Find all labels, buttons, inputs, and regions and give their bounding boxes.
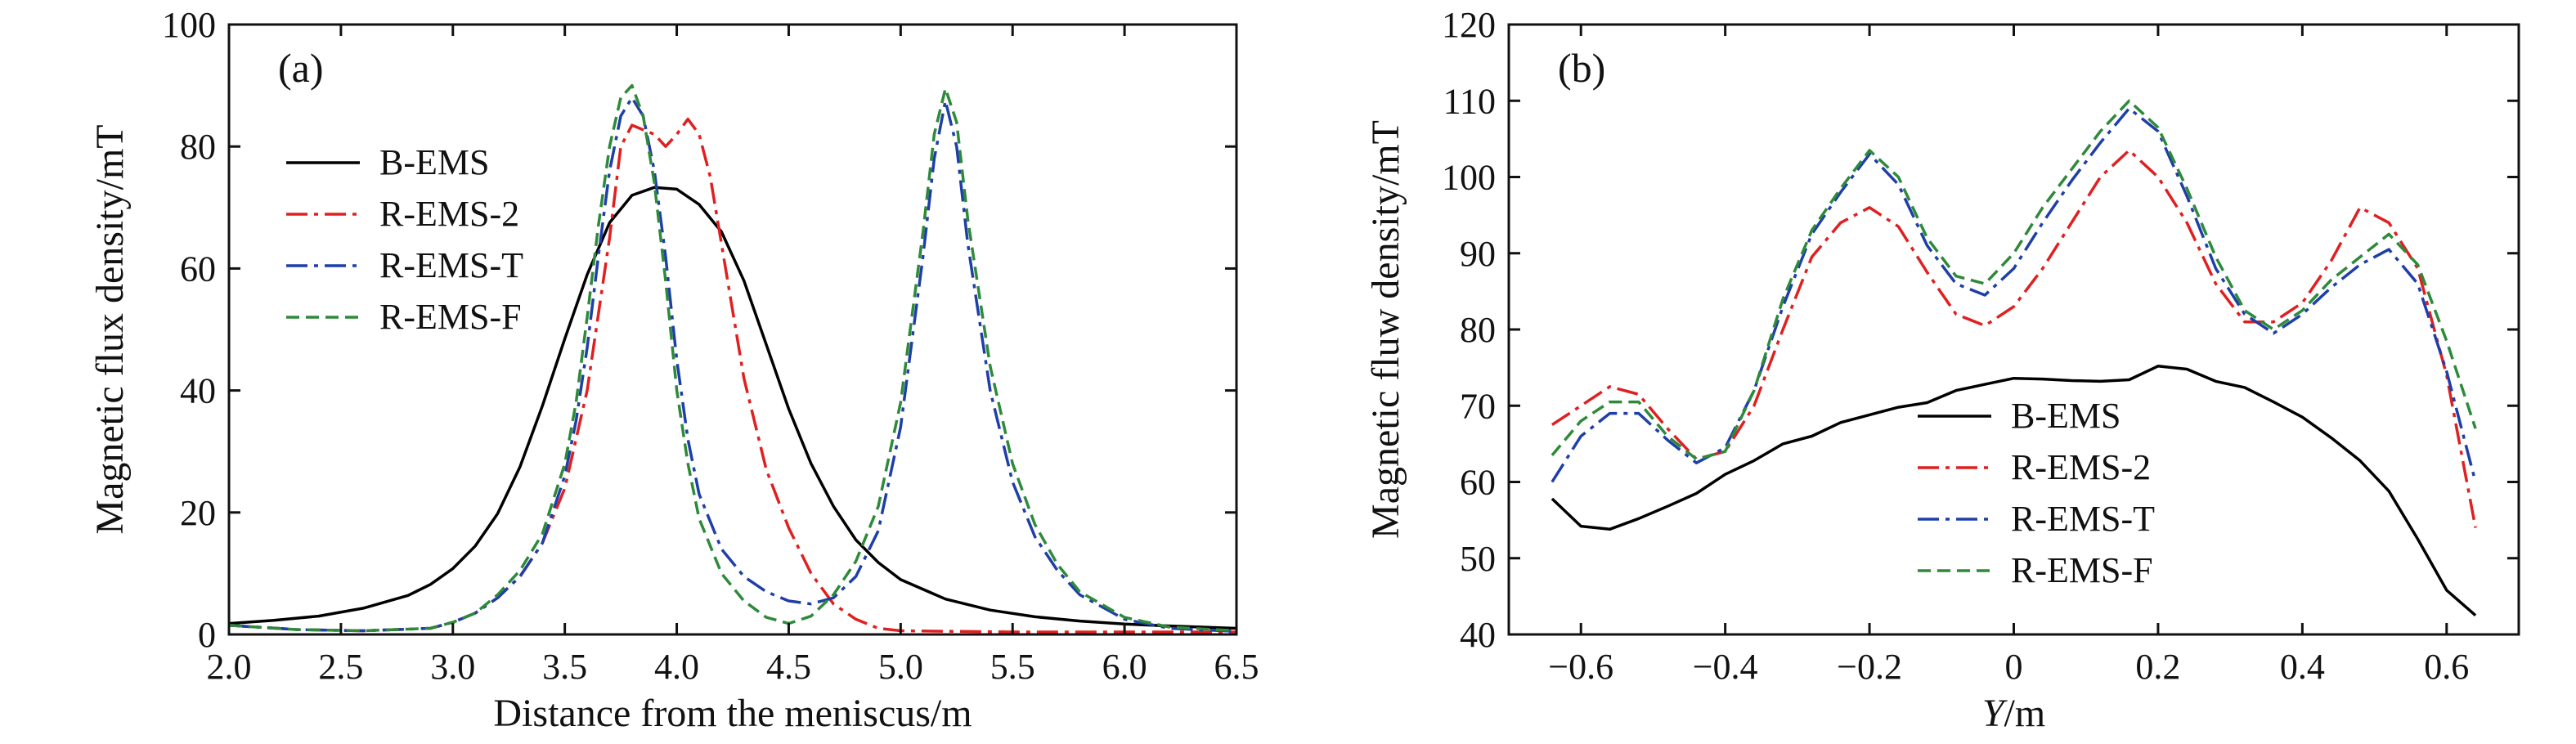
panel-label: (b): [1558, 45, 1605, 91]
y-tick-label: 80: [180, 127, 216, 167]
series-line-r-ems-f: [228, 83, 1237, 633]
panel-label: (a): [278, 45, 324, 91]
legend-label-b-ems: B-EMS: [2011, 396, 2120, 436]
series-line-r-ems-2: [228, 117, 1236, 634]
y-axis-title: Magnetic fluw density/mT: [1364, 120, 1407, 539]
x-axis-title-symbol: Y: [1982, 692, 2008, 735]
x-tick-label: 3.5: [542, 647, 587, 687]
x-tick-label: −0.6: [1548, 647, 1613, 687]
series-line-r-ems-t: [228, 96, 1237, 634]
series-line-b-ems: [228, 186, 1237, 630]
y-tick-label: 60: [1460, 463, 1496, 503]
x-tick-label: 4.5: [766, 647, 811, 687]
x-tick-label: 2.5: [318, 647, 363, 687]
y-tick-label: 100: [1442, 158, 1496, 198]
x-axis-title: Distance from the meniscus/m: [493, 692, 972, 735]
panel-a-chart: 2.0 2.5 3.0 3.5 4.0 4.5 5.0 5.5 6.0 6.5 0 20 40 60 80 1…: [88, 5, 1259, 735]
y-axis-title: Magnetic flux density/mT: [88, 124, 132, 534]
y-tick-label: 90: [1460, 234, 1496, 274]
y-tick-label: 0: [198, 615, 216, 655]
x-tick-label: 3.0: [430, 647, 475, 687]
x-axis-title: Y/m: [1982, 692, 2045, 735]
x-axis-title-unit: /m: [2004, 692, 2046, 735]
x-tick-label: −0.2: [1837, 647, 1902, 687]
x-tick-label: 4.0: [654, 647, 699, 687]
y-tick-label: 70: [1460, 386, 1496, 426]
y-tick-label: 120: [1442, 5, 1496, 45]
y-tick-label: 40: [180, 371, 216, 411]
legend-label-r-ems-f: R-EMS-F: [2011, 550, 2153, 590]
x-tick-label: 0: [2005, 647, 2023, 687]
legend: B-EMS R-EMS-2 R-EMS-T R-EMS-F: [286, 142, 523, 337]
x-tick-label: 5.0: [878, 647, 923, 687]
y-tick-label: 20: [180, 493, 216, 533]
y-tick-label: 80: [1460, 310, 1496, 350]
x-tick-label: 2.0: [207, 647, 252, 687]
series-line-r-ems-f: [1551, 99, 2477, 461]
x-tick-label: −0.4: [1693, 647, 1758, 687]
panel-b-chart: −0.6 −0.4 −0.2 0 0.2 0.4 0.6 40 50 60 70 80 90 100 110…: [1364, 5, 2520, 735]
legend-label-r-ems-2: R-EMS-2: [379, 194, 519, 234]
x-tick-label: 6.5: [1214, 647, 1259, 687]
x-tick-label: 6.0: [1102, 647, 1147, 687]
plot-frame: [1507, 23, 2520, 636]
y-tick-label: 60: [180, 249, 216, 289]
plot-frame: [227, 23, 1238, 636]
legend-label-r-ems-2: R-EMS-2: [2011, 447, 2151, 487]
legend: B-EMS R-EMS-2 R-EMS-T R-EMS-F: [1918, 396, 2155, 590]
legend-label-b-ems: B-EMS: [379, 142, 489, 182]
x-tick-label: 0.2: [2135, 647, 2180, 687]
legend-label-r-ems-t: R-EMS-T: [379, 245, 523, 285]
y-tick-label: 100: [162, 5, 216, 45]
y-tick-label: 110: [1443, 81, 1496, 121]
x-tick-label: 0.4: [2280, 647, 2325, 687]
y-tick-label: 40: [1460, 615, 1496, 655]
legend-label-r-ems-t: R-EMS-T: [2011, 499, 2155, 539]
legend-label-r-ems-f: R-EMS-F: [379, 297, 522, 337]
x-tick-label: 0.6: [2424, 647, 2469, 687]
y-tick-label: 50: [1460, 539, 1496, 579]
x-tick-label: 5.5: [990, 647, 1035, 687]
series-line-b-ems: [1551, 365, 2477, 617]
